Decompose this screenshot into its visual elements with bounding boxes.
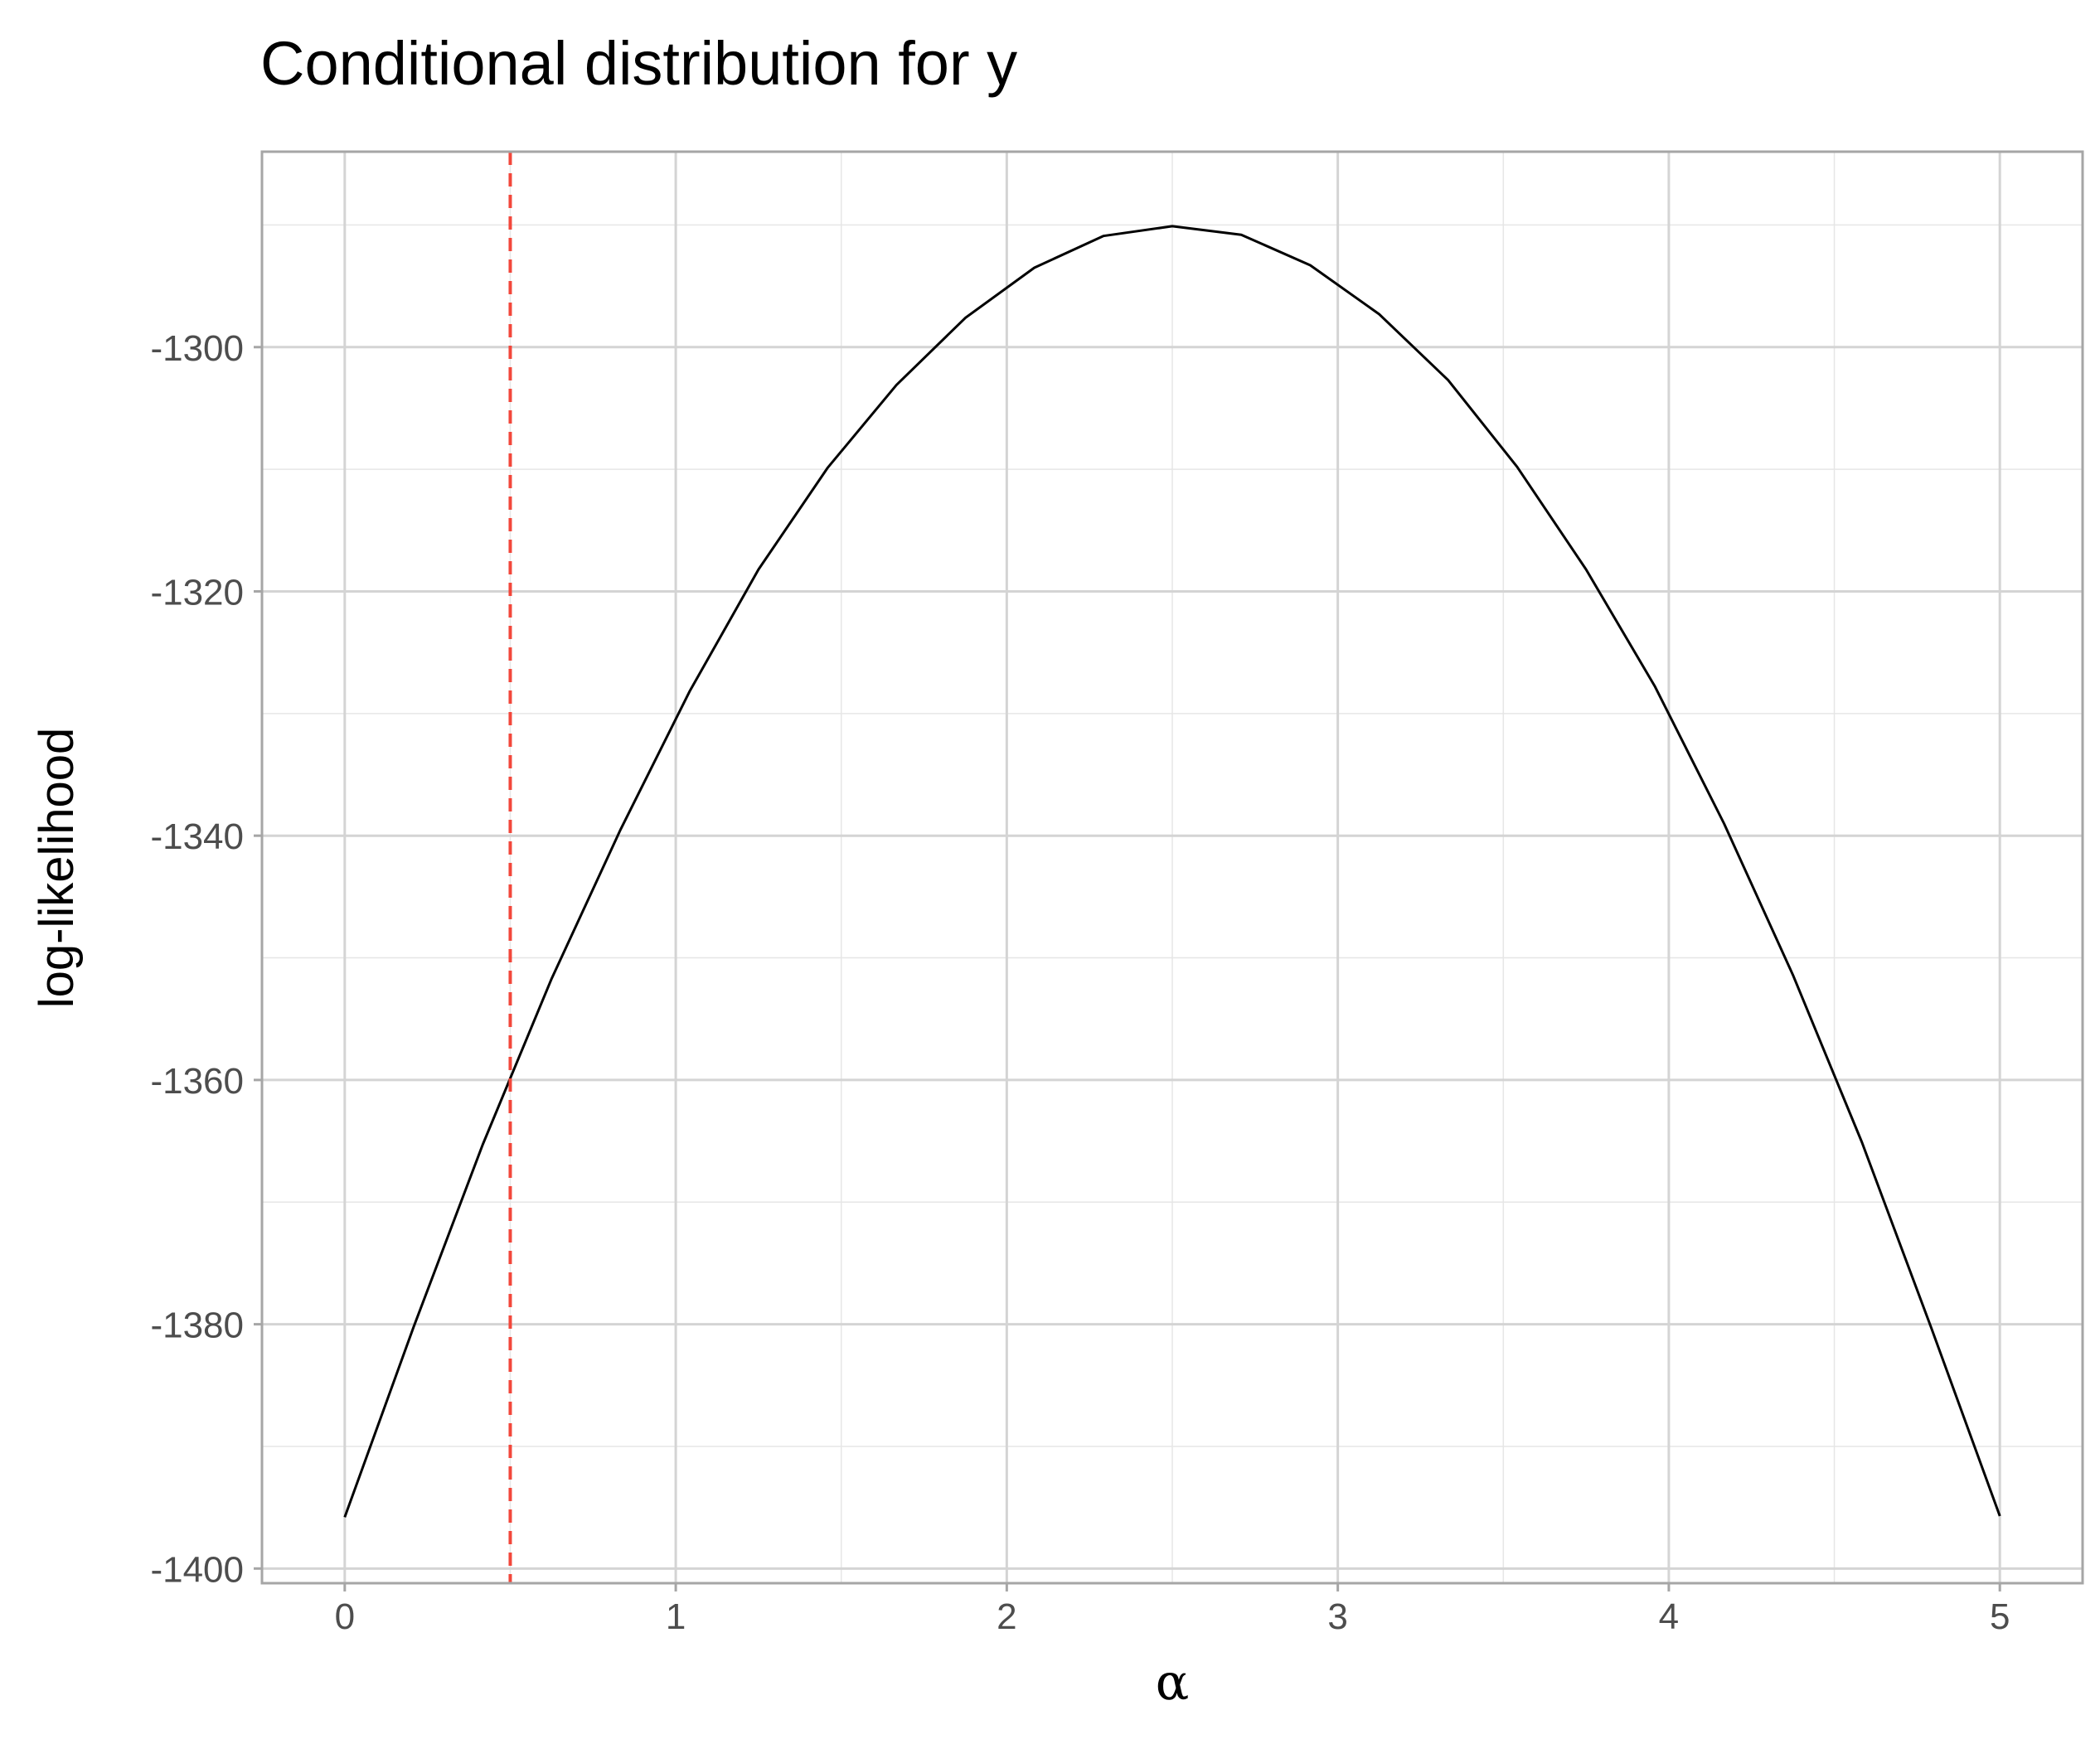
y-tick-label: -1340: [150, 816, 244, 857]
series-layer: [343, 225, 2001, 1518]
x-tick-label: 3: [1327, 1596, 1347, 1637]
x-tick-label: 5: [1990, 1596, 2010, 1637]
x-tick-label: 1: [666, 1596, 686, 1637]
y-tick-label: -1300: [150, 328, 244, 369]
series-line: [343, 225, 2001, 1518]
x-tick-label: 4: [1659, 1596, 1679, 1637]
x-tick-label: 0: [335, 1596, 355, 1637]
y-tick-label: -1360: [150, 1061, 244, 1102]
y-tick-label: -1400: [150, 1549, 244, 1590]
y-axis-title: log-likelihood: [30, 728, 84, 1009]
y-axis: -1400 -1380 -1360 -1340 -1320 -1300: [150, 328, 262, 1590]
panel-border: [260, 150, 2084, 1585]
grid-major: [262, 152, 2083, 1583]
x-axis-title: α: [1156, 1654, 1190, 1712]
y-tick-label: -1320: [150, 572, 244, 613]
y-tick-label: -1380: [150, 1306, 244, 1346]
chart-title: Conditional distribution for y: [260, 29, 1017, 98]
grid-minor: [262, 152, 2083, 1583]
x-tick-label: 2: [997, 1596, 1016, 1637]
x-axis: 0 1 2 3 4 5: [335, 1583, 2010, 1637]
